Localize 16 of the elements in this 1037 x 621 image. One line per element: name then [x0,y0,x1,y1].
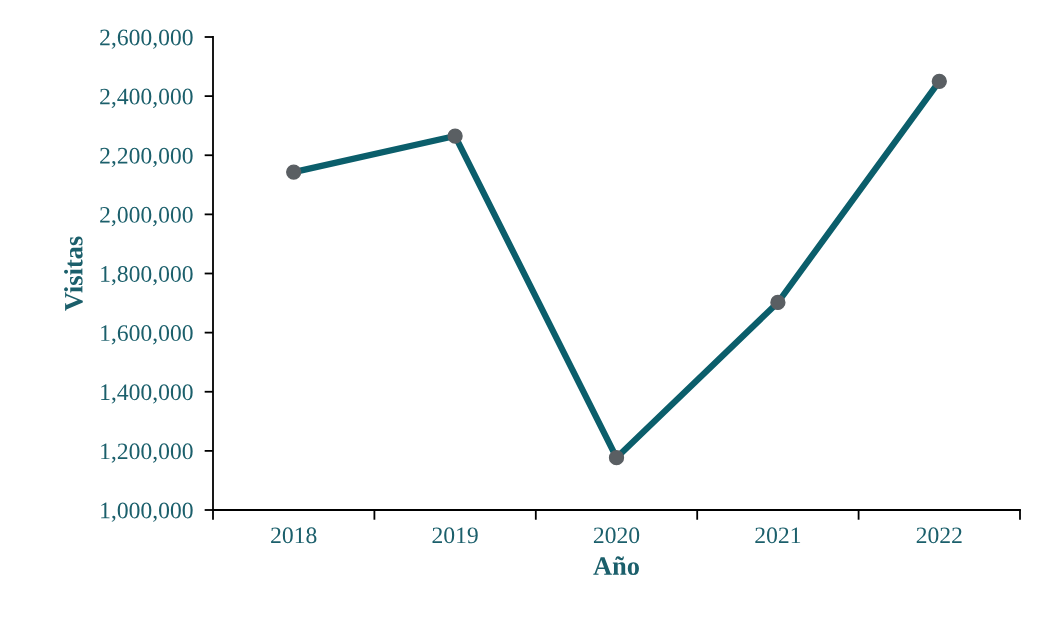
x-axis-title: Año [593,556,639,575]
y-tick-label: 1,600,000 [101,325,193,345]
x-tick-label: 2020 [593,527,640,544]
y-tick-label: 2,200,000 [100,147,193,168]
y-tick-label: 1,000,000 [101,502,193,522]
y-tick-label: 2,400,000 [100,88,193,108]
y-tick-label: 1,800,000 [101,265,193,286]
x-tick-label: 2022 [916,527,962,544]
y-tick-label: 2,000,000 [100,206,193,227]
y-tick-label: 1,200,000 [101,443,193,463]
y-tick-label: 2,600,000 [100,29,193,49]
x-tick-label: 2021 [755,527,801,544]
y-axis-title: Visitas [64,236,83,311]
x-tick-label: 2019 [432,527,478,544]
x-tick-label: 2018 [271,527,317,544]
y-tick-label: 1,400,000 [101,384,193,404]
